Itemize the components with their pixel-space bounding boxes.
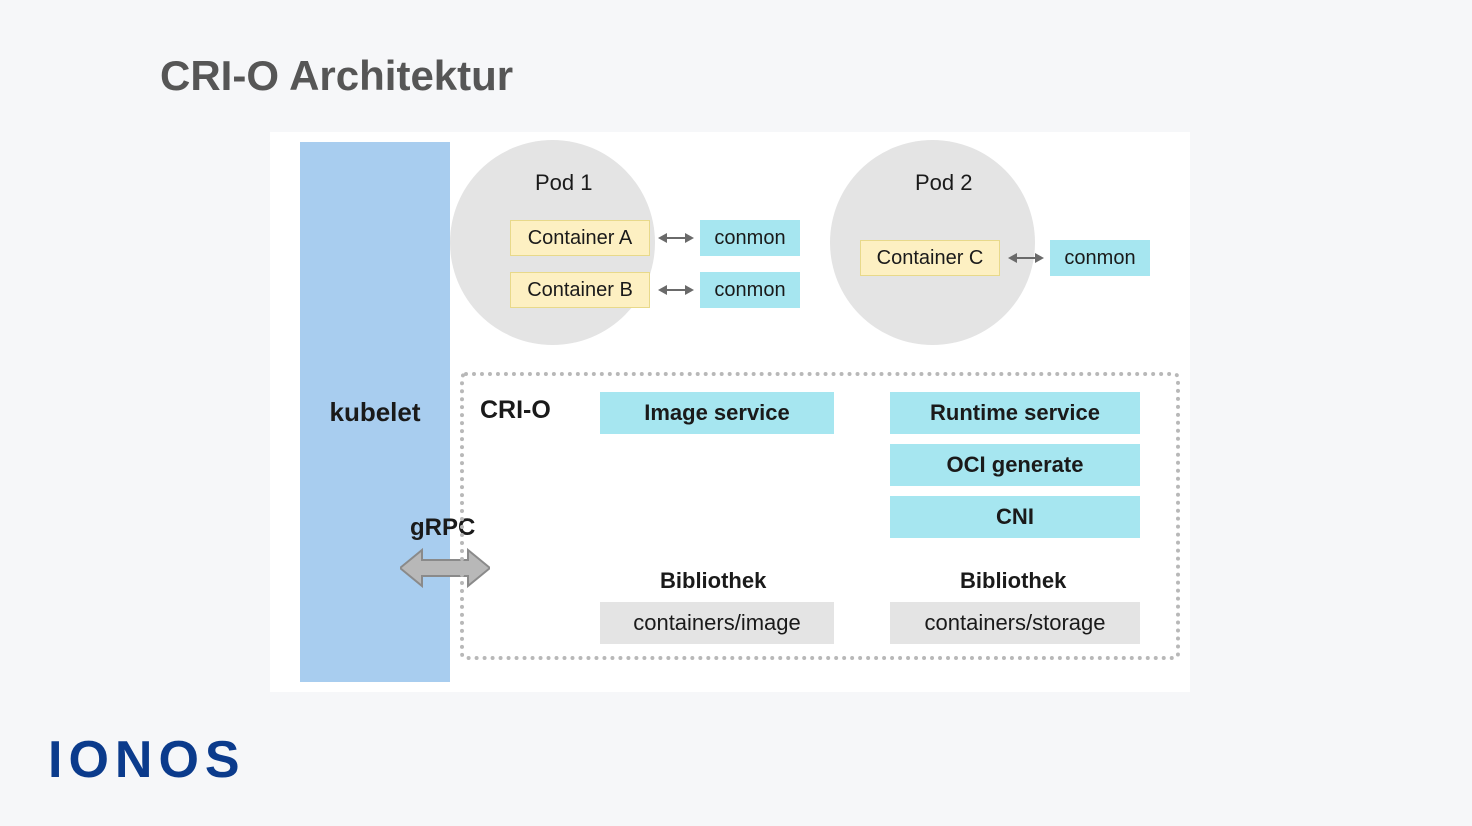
bi-arrow-icon: [1008, 250, 1044, 270]
ionos-logo: IONOS: [48, 730, 246, 790]
library-label: Bibliothek: [960, 568, 1066, 594]
library-box: containers/image: [600, 602, 834, 644]
service-box: Runtime service: [890, 392, 1140, 434]
kubelet-label: kubelet: [329, 397, 420, 428]
conmon-box: conmon: [700, 220, 800, 256]
bi-arrow-icon: [658, 230, 694, 250]
bi-arrow-icon: [658, 282, 694, 302]
conmon-box: conmon: [1050, 240, 1150, 276]
library-label: Bibliothek: [660, 568, 766, 594]
pod-title: Pod 1: [535, 170, 593, 196]
library-box: containers/storage: [890, 602, 1140, 644]
container-box: Container A: [510, 220, 650, 256]
service-box: OCI generate: [890, 444, 1140, 486]
container-box: Container B: [510, 272, 650, 308]
page-title: CRI-O Architektur: [160, 52, 513, 100]
crio-label: CRI-O: [480, 396, 551, 425]
service-box: Image service: [600, 392, 834, 434]
pod-title: Pod 2: [915, 170, 973, 196]
container-box: Container C: [860, 240, 1000, 276]
kubelet-box: kubelet: [300, 142, 450, 682]
diagram-canvas: kubelet gRPC Pod 1Container AconmonConta…: [270, 132, 1190, 692]
service-box: CNI: [890, 496, 1140, 538]
conmon-box: conmon: [700, 272, 800, 308]
